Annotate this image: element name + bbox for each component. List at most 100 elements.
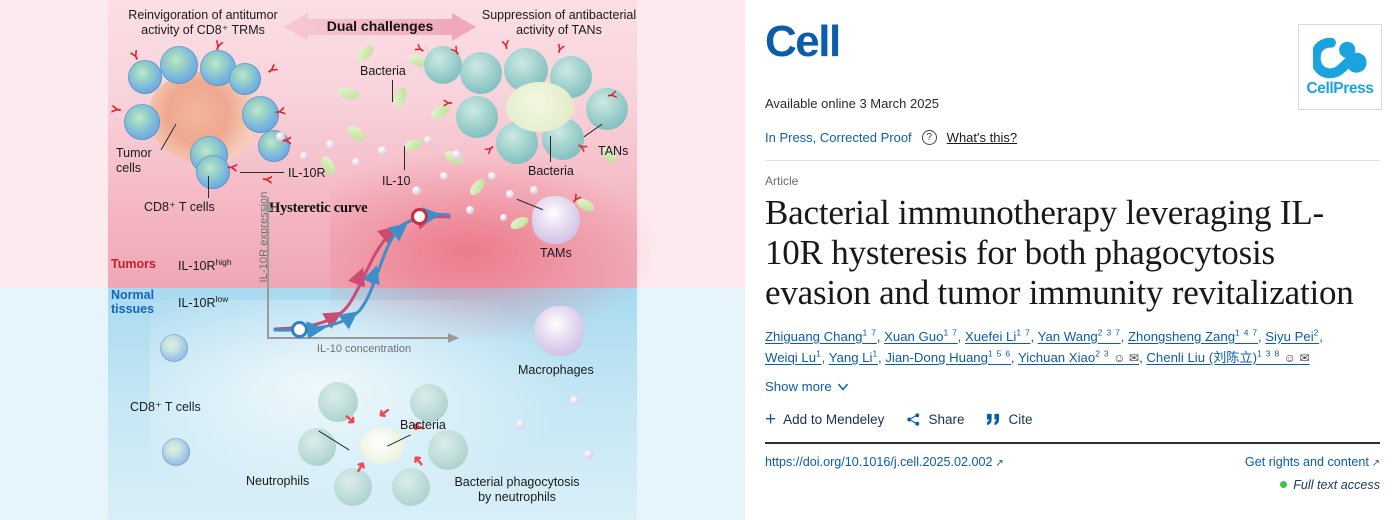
author[interactable]: Zhiguang Chang1 7 [765, 327, 877, 344]
neutrophil [298, 428, 336, 466]
author[interactable]: Chenli Liu (刘陈立)1 3 8 ☺ ✉ [1146, 348, 1310, 366]
il10-molecule [452, 150, 461, 159]
macrophage-cell [534, 306, 584, 356]
tier-low-sup: low [215, 294, 229, 304]
author[interactable]: Yichuan Xiao2 3 ☺ ✉ [1017, 348, 1140, 366]
chart-curves [263, 199, 460, 343]
neutrophil [318, 382, 358, 422]
phagocytosed-bacterium [360, 428, 404, 464]
cite-label: Cite [1008, 412, 1033, 428]
label-tans: TANs [598, 144, 629, 158]
cd8-t-cell-resting [160, 334, 188, 362]
author[interactable]: Jian-Dong Huang1 5 6 [885, 348, 1011, 366]
cite-button[interactable]: Cite [986, 412, 1032, 427]
cd8-t-cell [160, 46, 198, 84]
il10-molecule [412, 186, 421, 195]
label-bacteria-top: Bacteria [360, 64, 406, 78]
corresponding-email-icon[interactable]: ✉ [1299, 351, 1310, 366]
il10-molecule [300, 152, 308, 160]
il10-molecule [466, 206, 474, 214]
il10-molecule [488, 172, 496, 180]
doi-text: https://doi.org/10.1016/j.cell.2025.02.0… [765, 455, 993, 470]
cd8-t-cell [229, 63, 261, 95]
leader-line [240, 172, 284, 173]
graphical-abstract[interactable]: Reinvigoration of antitumor activity of … [0, 0, 745, 520]
label-bacteria-tans: Bacteria [528, 164, 574, 178]
neutrophil [334, 468, 372, 506]
caption-reinvigoration: Reinvigoration of antitumor activity of … [128, 8, 278, 38]
chart-title: Hysteretic curve [269, 200, 368, 216]
il10-molecule [276, 132, 285, 141]
page-title: Bacterial immunotherapy leveraging IL-10… [765, 193, 1354, 312]
author-profile-icon[interactable]: ☺ [1113, 351, 1126, 366]
arrow-head-right-icon [452, 13, 476, 41]
il10-molecule [506, 190, 514, 198]
proof-status-link[interactable]: In Press, Corrected Proof [765, 130, 912, 145]
article-type: Article [765, 174, 799, 188]
cd8-t-cell [258, 130, 290, 162]
cd8-t-cell-resting [162, 438, 190, 466]
show-more-authors-button[interactable]: Show more [765, 379, 848, 394]
il10-molecule [516, 420, 525, 429]
label-il10r: IL-10R [288, 166, 326, 180]
journal-logo[interactable]: Cell [765, 17, 841, 66]
tan-cell [586, 88, 628, 130]
label-tams: TAMs [540, 246, 572, 260]
corresponding-email-icon[interactable]: ✉ [1129, 351, 1140, 366]
il10-molecule [584, 450, 593, 459]
il10-molecule [424, 136, 432, 144]
arrow-head-left-icon [284, 13, 308, 41]
chart-node-low [291, 321, 308, 338]
author-profile-icon[interactable]: ☺ [1283, 351, 1296, 366]
doi-link[interactable]: https://doi.org/10.1016/j.cell.2025.02.0… [765, 455, 1004, 469]
tier-tumors-expression: IL-10Rhigh [178, 257, 232, 274]
external-link-icon: ↗ [992, 458, 1004, 470]
tan-cell [460, 52, 502, 94]
add-to-mendeley-button[interactable]: + Add to Mendeley [765, 410, 884, 429]
il10-molecule [440, 172, 448, 180]
label-macrophages: Macrophages [518, 363, 594, 377]
author[interactable]: Weiqi Lu1 [765, 348, 822, 366]
author[interactable]: Xuan Guo1 7 [884, 327, 958, 344]
il10-molecule [530, 186, 538, 194]
tan-cell [456, 96, 498, 138]
neutrophil [392, 468, 430, 506]
author[interactable]: Siyu Pei2 [1265, 327, 1320, 344]
cd8-t-cell [124, 104, 160, 140]
rights-text: Get rights and content [1244, 455, 1369, 470]
cellpress-badge[interactable]: CellPress [1298, 24, 1382, 110]
tier-high-sup: high [215, 257, 232, 267]
author[interactable]: Yan Wang2 3 7 [1037, 327, 1121, 344]
label-phagocytosis: Bacterial phagocytosis by neutrophils [454, 475, 580, 505]
label-cd8-t-cells-top: CD8⁺ T cells [144, 200, 215, 214]
author[interactable]: Yang Li1 [828, 348, 878, 366]
share-button[interactable]: Share [906, 412, 964, 427]
il10-molecule [326, 140, 335, 149]
external-link-icon: ↗ [1368, 458, 1380, 470]
author-list: Zhiguang Chang1 7, Xuan Guo1 7, Xuefei L… [765, 327, 1323, 366]
doi-row: https://doi.org/10.1016/j.cell.2025.02.0… [765, 455, 1380, 469]
access-status-dot-icon [1280, 481, 1288, 489]
get-rights-and-content-link[interactable]: Get rights and content ↗ [1245, 455, 1380, 469]
dual-challenges-arrow: Dual challenges [284, 13, 476, 41]
header-divider [765, 160, 1380, 161]
access-status-label: Full text access [1293, 478, 1380, 493]
il10-molecule [570, 396, 579, 405]
whats-this-link[interactable]: What's this? [946, 130, 1018, 145]
label-tumor-cells: Tumor cells [116, 146, 152, 176]
author[interactable]: Zhongsheng Zang1 4 7 [1127, 327, 1258, 344]
author[interactable]: Xuefei Li1 7 [965, 327, 1031, 344]
question-mark-icon[interactable]: ? [921, 130, 937, 145]
label-bacteria-bottom: Bacteria [400, 418, 446, 432]
tam-cell [532, 196, 580, 244]
cellpress-infinity-icon [1313, 37, 1367, 78]
quote-icon [986, 413, 1001, 426]
chevron-down-icon [837, 383, 848, 391]
leader-line [392, 80, 393, 102]
il10r-receptor-icon: Y [441, 98, 456, 108]
share-label: Share [928, 412, 965, 428]
plus-icon: + [765, 409, 777, 431]
neutrophil [410, 384, 448, 422]
arrow-bar [306, 19, 454, 35]
